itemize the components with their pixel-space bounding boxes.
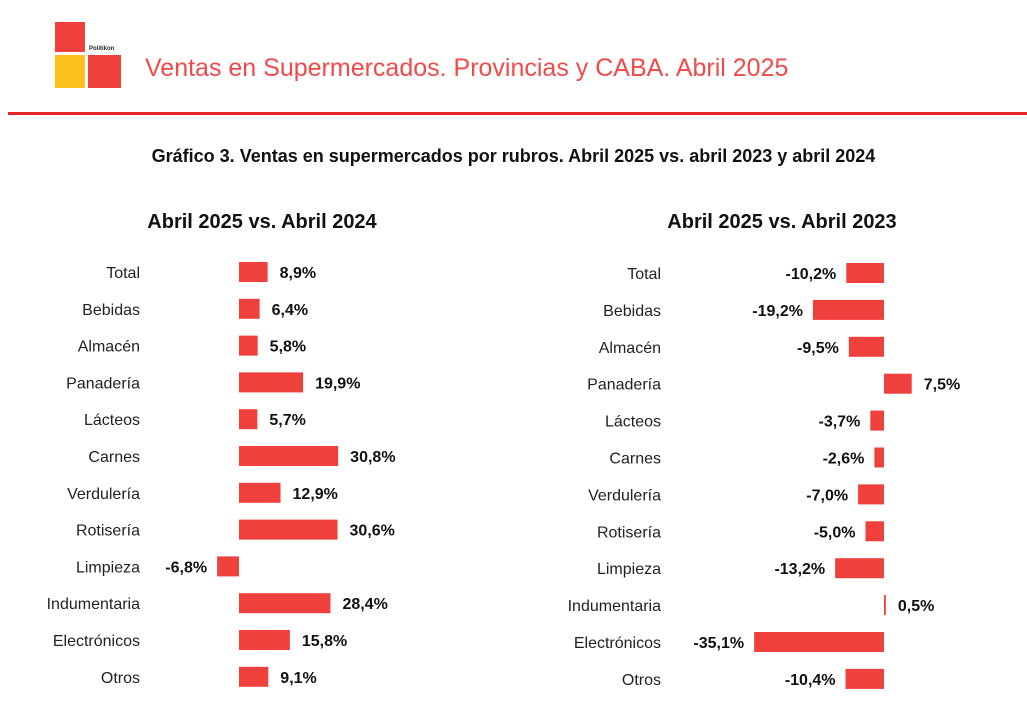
chart1-value-label: 12,9% — [293, 486, 338, 503]
chart1-value-label: 30,8% — [350, 449, 395, 466]
chart1-value-label: 9,1% — [280, 670, 316, 687]
chart2-category-label: Indumentaria — [568, 598, 661, 615]
chart1-category-label: Total — [106, 265, 140, 282]
chart1-value-label: 15,8% — [302, 633, 347, 650]
chart1-bar — [217, 556, 239, 577]
logo-yellow-square — [55, 55, 85, 88]
chart2-bar — [835, 558, 884, 579]
charts-area: Abril 2025 vs. Abril 2024 Total 8,9% Bebida… — [47, 211, 960, 689]
chart2-bar — [846, 263, 884, 283]
chart2-bar — [812, 299, 884, 320]
chart1-category-label: Rotisería — [76, 523, 140, 540]
chart2-bar — [870, 410, 884, 431]
chart2-value-label: -9,5% — [797, 340, 839, 357]
chart2-title: Abril 2025 vs. Abril 2023 — [667, 211, 896, 233]
chart1-value-label: 30,6% — [350, 523, 395, 540]
chart2-value-label: -10,2% — [786, 266, 837, 283]
chart1-value-label: 8,9% — [280, 265, 316, 282]
chart2-value-label: -10,4% — [785, 672, 836, 689]
chart1-category-label: Limpieza — [76, 559, 140, 576]
chart1-value-label: 5,7% — [269, 412, 305, 429]
chart1-bar — [239, 372, 304, 393]
logo-red-square-top — [55, 22, 85, 52]
chart1-value-label: 5,8% — [270, 339, 306, 356]
chart1-category-label: Indumentaria — [47, 596, 140, 613]
chart1-value-label: 19,9% — [315, 375, 360, 392]
chart1-bar — [239, 262, 268, 282]
logo-brand-text: Politikon — [89, 46, 115, 52]
chart1-bar — [239, 630, 290, 650]
chart2-category-label: Panadería — [587, 377, 661, 394]
chart2-category-label: Electrónicos — [574, 635, 661, 652]
chart1-category-label: Verdulería — [67, 486, 140, 503]
chart2-category-label: Verdulería — [588, 487, 661, 504]
chart2-value-label: -35,1% — [693, 635, 744, 652]
chart2-category-label: Rotisería — [597, 524, 661, 541]
chart1-bar — [239, 666, 269, 687]
chart2-value-label: 7,5% — [924, 377, 960, 394]
chart1-value-label: 6,4% — [272, 302, 308, 319]
chart2-category-label: Otros — [622, 672, 661, 689]
chart1-category-label: Otros — [101, 670, 140, 687]
chart2-category-label: Lácteos — [605, 414, 661, 431]
chart2-value-label: -19,2% — [752, 303, 803, 320]
chart2-value-label: 0,5% — [898, 598, 934, 615]
chart2-category-label: Almacén — [599, 340, 661, 357]
chart1-value-label: -6,8% — [165, 559, 207, 576]
chart1-category-label: Almacén — [78, 339, 140, 356]
chart1-bar — [239, 298, 260, 319]
chart2-bar — [754, 632, 884, 652]
header: Politikon Ventas en Supermercados. Provi… — [0, 0, 1027, 120]
chart1-title: Abril 2025 vs. Abril 2024 — [147, 211, 377, 233]
logo-red-square-bottom — [88, 55, 121, 88]
chart2-bar — [845, 668, 884, 689]
chart2-value-label: -3,7% — [819, 414, 861, 431]
chart2-bar — [848, 336, 884, 357]
chart1-bar — [239, 446, 339, 466]
chart2-bar — [865, 521, 884, 542]
chart1-category-label: Lácteos — [84, 412, 140, 429]
chart2-value-label: -5,0% — [814, 524, 856, 541]
figure-title: Gráfico 3. Ventas en supermercados por r… — [151, 146, 876, 166]
chart1-category-label: Panadería — [66, 375, 140, 392]
chart2-value-label: -2,6% — [823, 451, 865, 468]
chart2-bar — [884, 373, 912, 394]
chart2-value-label: -13,2% — [774, 561, 825, 578]
chart2-category-label: Carnes — [609, 451, 661, 468]
chart1-bar — [239, 519, 338, 540]
chart1-category-label: Electrónicos — [53, 633, 140, 650]
chart1-category-label: Bebidas — [82, 302, 140, 319]
chart1-bar — [239, 593, 331, 614]
page-title: Ventas en Supermercados. Provincias y CA… — [145, 54, 789, 82]
header-divider — [8, 112, 1027, 115]
chart1-bar — [239, 482, 281, 503]
chart2-category-label: Total — [627, 266, 661, 283]
chart2-value-label: -7,0% — [806, 487, 848, 504]
chart2-bar — [884, 595, 886, 616]
politikon-logo: Politikon — [55, 22, 121, 88]
chart1-value-label: 28,4% — [342, 596, 387, 613]
chart1-bar — [239, 335, 258, 356]
chart2-category-label: Limpieza — [597, 561, 661, 578]
chart1-bar — [239, 409, 258, 430]
chart2-bar — [874, 447, 884, 468]
chart1-category-label: Carnes — [88, 449, 140, 466]
chart2-category-label: Bebidas — [603, 303, 661, 320]
chart2-bar — [858, 484, 884, 505]
